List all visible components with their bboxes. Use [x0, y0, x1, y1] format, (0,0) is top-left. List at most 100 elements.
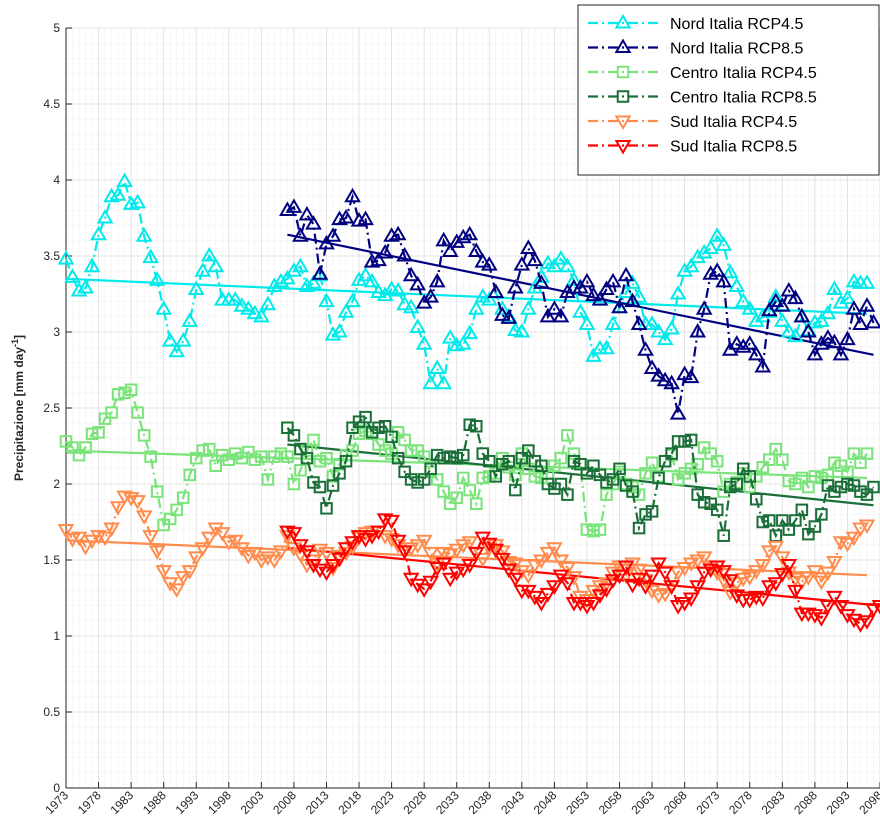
data-point	[826, 555, 843, 571]
data-point	[865, 313, 880, 329]
data-point	[454, 563, 472, 579]
data-point	[552, 307, 570, 323]
data-point	[461, 559, 479, 574]
data-point	[611, 569, 628, 585]
data-point	[96, 208, 114, 224]
data-point	[281, 421, 294, 435]
data-point	[189, 451, 203, 465]
data-point	[845, 613, 863, 629]
data-point	[614, 139, 632, 155]
x-tick-label: 2073	[694, 788, 723, 816]
data-point	[281, 450, 294, 463]
data-point	[826, 590, 843, 606]
data-point	[326, 479, 340, 492]
data-point	[456, 448, 470, 462]
data-point	[226, 534, 244, 550]
data-point	[539, 254, 557, 270]
data-point	[669, 284, 687, 300]
data-point	[79, 441, 92, 454]
data-point	[756, 461, 770, 474]
data-point	[142, 530, 160, 545]
data-point	[344, 292, 361, 308]
data-point	[695, 566, 713, 582]
data-point	[396, 545, 414, 560]
y-tick-label: 5	[53, 21, 60, 35]
data-point	[496, 457, 509, 471]
data-point	[865, 603, 880, 618]
data-point	[324, 227, 342, 242]
data-point	[320, 502, 333, 515]
data-point	[767, 577, 785, 592]
series-centro-italia-rcp4-5	[59, 383, 874, 538]
data-point	[311, 265, 329, 280]
data-point	[806, 345, 824, 361]
data-point	[474, 552, 492, 568]
data-point	[697, 495, 711, 509]
data-point	[266, 277, 283, 292]
data-point	[682, 257, 700, 273]
data-point	[402, 298, 420, 314]
data-point	[515, 451, 529, 465]
data-point	[624, 292, 641, 308]
data-point	[834, 480, 848, 494]
data-point	[585, 597, 602, 612]
data-point	[539, 546, 557, 562]
data-point	[717, 529, 730, 542]
data-point	[552, 250, 570, 265]
data-point	[187, 551, 205, 566]
data-point	[135, 510, 153, 525]
data-point	[285, 262, 303, 277]
data-point	[363, 272, 381, 288]
x-tick-label: 2078	[726, 788, 755, 816]
x-tick-label: 2023	[368, 788, 397, 816]
data-point	[832, 345, 850, 361]
data-point	[552, 554, 570, 570]
data-point	[441, 242, 459, 257]
data-point	[799, 322, 817, 338]
data-point	[155, 300, 173, 315]
data-point	[598, 339, 615, 355]
legend: Nord Italia RCP4.5 Nord Italia RCP8.5 Cent…	[577, 4, 880, 176]
data-point	[760, 301, 778, 317]
data-point	[828, 456, 841, 469]
data-point	[854, 456, 867, 469]
data-point	[604, 315, 622, 330]
data-point	[422, 546, 440, 562]
data-point	[682, 557, 700, 573]
legend-entry: Centro Italia RCP4.5	[588, 65, 817, 82]
data-point	[526, 559, 544, 574]
data-point	[650, 557, 667, 573]
data-point	[813, 575, 830, 591]
data-point	[614, 115, 632, 131]
data-point	[259, 551, 277, 566]
data-point	[285, 198, 303, 213]
data-point	[209, 459, 223, 473]
data-point	[871, 600, 880, 615]
data-point	[476, 447, 490, 460]
data-point	[435, 557, 453, 573]
data-point	[226, 291, 244, 306]
data-point	[372, 421, 385, 435]
data-point	[578, 315, 596, 330]
data-point	[567, 447, 581, 460]
x-tick-label: 2028	[400, 788, 429, 816]
data-point	[858, 615, 876, 630]
legend-label: Nord Italia RCP4.5	[670, 16, 803, 33]
data-point	[357, 210, 374, 226]
data-point	[616, 65, 630, 79]
data-point	[318, 546, 335, 562]
data-point	[591, 589, 609, 604]
y-tick-label: 4	[53, 173, 60, 187]
data-point	[710, 454, 724, 468]
data-point	[747, 312, 765, 327]
data-point	[663, 374, 680, 390]
data-point	[730, 477, 743, 491]
data-point	[839, 537, 856, 553]
data-point	[626, 485, 639, 498]
legend-label: Centro Italia RCP8.5	[670, 90, 817, 107]
data-point	[802, 480, 815, 494]
data-point	[83, 534, 101, 550]
data-point	[867, 480, 880, 494]
data-point	[789, 514, 802, 527]
data-point	[200, 246, 218, 262]
